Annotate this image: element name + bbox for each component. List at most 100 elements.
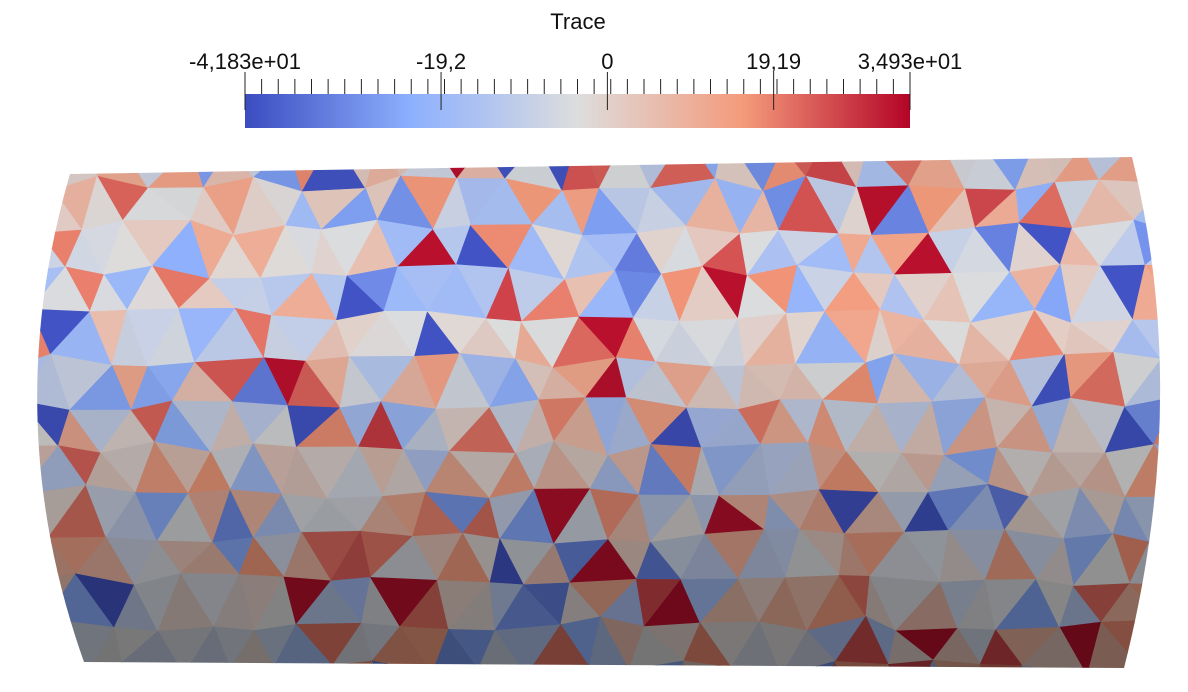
mesh-cell xyxy=(1159,584,1161,632)
mesh-cell xyxy=(1170,667,1188,692)
mesh-cell xyxy=(0,309,31,367)
tick-label: 0 xyxy=(601,49,613,74)
mesh-cell xyxy=(397,674,444,692)
mesh-cell xyxy=(684,157,726,180)
mesh-cell xyxy=(304,665,362,668)
mesh-cell xyxy=(0,495,20,543)
tick-label: -4,183e+01 xyxy=(189,49,301,74)
mesh-cell xyxy=(760,676,808,692)
mesh-cell xyxy=(477,629,527,668)
mesh-cell xyxy=(0,661,23,692)
mesh-cell xyxy=(37,537,49,581)
mesh-cell xyxy=(1056,676,1101,692)
mesh-cell xyxy=(1161,320,1188,359)
mesh-cell xyxy=(37,157,55,191)
mesh-cell xyxy=(1148,537,1161,586)
mesh-cell xyxy=(79,157,122,177)
mesh-cell xyxy=(1021,665,1088,668)
mesh-cell xyxy=(544,665,598,668)
mesh-cell xyxy=(0,544,34,581)
mesh-cell xyxy=(1174,355,1188,406)
mesh-cell xyxy=(301,157,366,192)
mesh-cell xyxy=(780,630,836,668)
mesh-cell xyxy=(962,663,1009,668)
mesh-cell xyxy=(1179,136,1188,176)
mesh-cell xyxy=(0,619,23,662)
mesh-cell xyxy=(1021,626,1088,668)
mesh-cell xyxy=(229,666,275,668)
mesh-cell xyxy=(851,663,910,668)
mesh-cell xyxy=(1007,664,1058,668)
mesh-cell xyxy=(1166,176,1188,234)
mesh-cell xyxy=(444,670,505,692)
mesh-cell xyxy=(431,628,479,668)
tick-label: -19,2 xyxy=(416,49,466,74)
mesh-cell xyxy=(0,580,34,619)
mesh-cell xyxy=(156,675,211,692)
mesh-cell xyxy=(37,618,47,663)
mesh-cell xyxy=(1183,228,1188,265)
mesh-cell xyxy=(1132,319,1161,360)
tick-label: 19,19 xyxy=(746,49,801,74)
mesh-cell xyxy=(478,670,526,692)
cylinder-mesh xyxy=(0,136,1188,692)
mesh-cell xyxy=(147,157,204,189)
mesh-cell xyxy=(1139,619,1161,668)
mesh-cell xyxy=(1180,265,1188,323)
mesh-cell xyxy=(0,273,31,315)
mesh-cell xyxy=(253,665,306,668)
mesh-cell xyxy=(1160,619,1161,668)
mesh-cell xyxy=(1148,496,1161,543)
mesh-cell xyxy=(1086,666,1141,668)
colorbar-ticks: -4,183e+01 -19,2 0 19,19 3,493e+01 xyxy=(189,49,962,110)
mesh-cell xyxy=(432,670,478,692)
mesh-cell xyxy=(37,353,52,402)
mesh-cell xyxy=(88,662,123,668)
mesh-cell xyxy=(525,624,590,668)
mesh-cell xyxy=(694,667,761,668)
mesh-cell xyxy=(656,659,696,668)
mesh-cell xyxy=(932,659,981,668)
mesh-cell xyxy=(37,661,57,668)
mesh-cell xyxy=(0,446,20,495)
mesh-cell xyxy=(37,189,42,234)
mesh-cell xyxy=(37,494,49,545)
mesh-cell xyxy=(37,578,47,620)
mesh-cell xyxy=(1131,157,1161,184)
mesh-cell xyxy=(525,666,590,668)
mesh-cell xyxy=(37,661,90,668)
mesh-cell xyxy=(456,157,506,179)
mesh-cell xyxy=(120,662,185,668)
colorbar xyxy=(245,94,910,128)
mesh-cell xyxy=(683,660,732,668)
mesh-cell xyxy=(730,621,782,668)
mesh-cell xyxy=(1170,631,1188,670)
mesh-cell xyxy=(597,670,656,692)
mesh-cell xyxy=(210,667,255,668)
mesh-cell xyxy=(360,659,398,668)
mesh-cell xyxy=(183,667,231,668)
mesh-cell xyxy=(331,660,373,668)
mesh-cell xyxy=(399,157,458,179)
mesh-cell xyxy=(1144,234,1161,266)
mesh-cell xyxy=(588,666,630,668)
mesh-cell xyxy=(1166,136,1188,183)
mesh-cell xyxy=(979,663,1023,668)
colorbar-title: Trace xyxy=(550,9,605,34)
mesh-cell xyxy=(1100,666,1161,668)
mesh-cell xyxy=(1138,666,1161,668)
mesh-cell xyxy=(97,662,157,668)
mesh-cell xyxy=(37,225,41,274)
tick-label: 3,493e+01 xyxy=(858,49,963,74)
mesh-cell xyxy=(561,157,600,192)
mesh-cell xyxy=(887,659,934,668)
mesh-cell xyxy=(1153,443,1161,498)
mesh-cell xyxy=(0,137,30,190)
mesh-cell xyxy=(273,665,333,668)
mesh-cell xyxy=(56,671,99,692)
mesh-cell xyxy=(1174,397,1188,444)
mesh-cell xyxy=(730,667,782,668)
mesh-cell xyxy=(834,661,889,668)
